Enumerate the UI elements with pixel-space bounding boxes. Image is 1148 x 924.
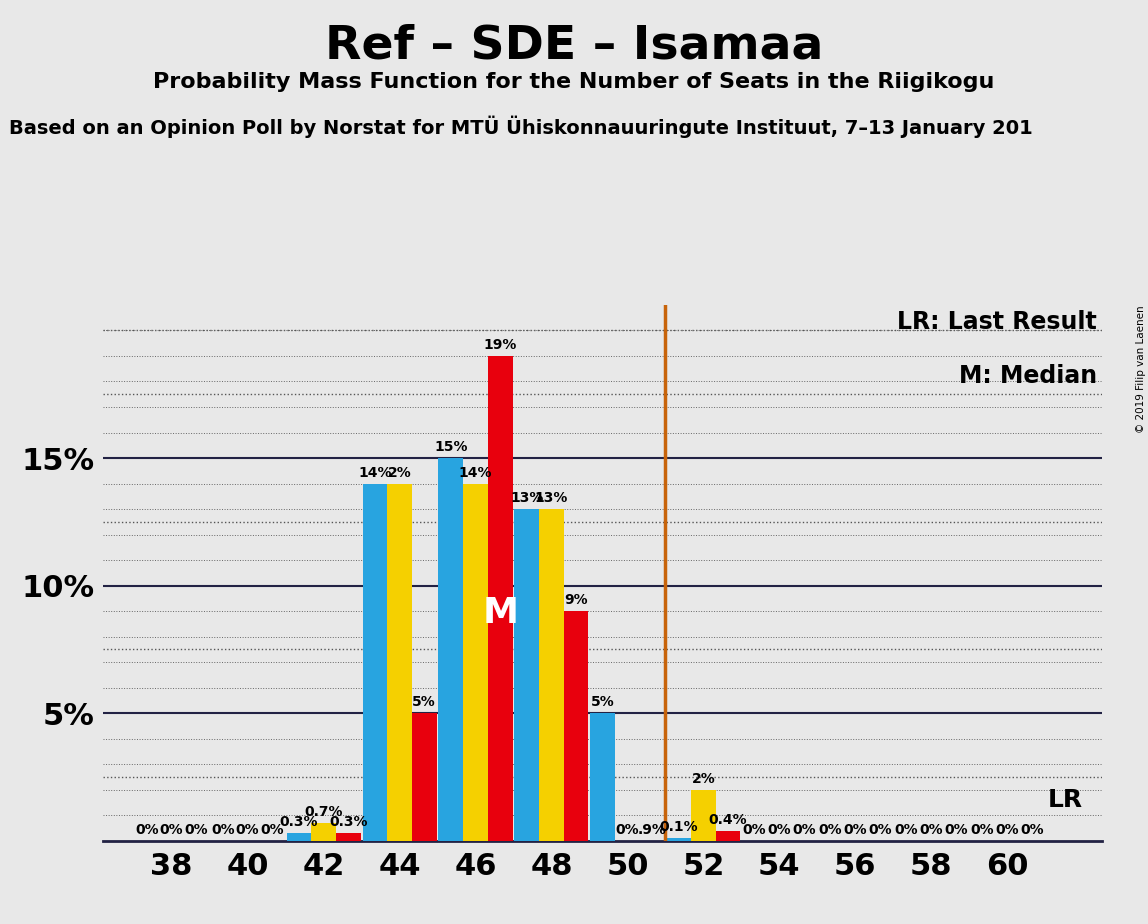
Text: 2%: 2%	[691, 772, 715, 786]
Text: 2%: 2%	[388, 466, 411, 480]
Text: 0%: 0%	[894, 823, 918, 837]
Text: 0%: 0%	[743, 823, 767, 837]
Text: 14%: 14%	[358, 466, 391, 480]
Text: 0%: 0%	[135, 823, 158, 837]
Text: 5%: 5%	[412, 696, 436, 710]
Text: 19%: 19%	[483, 338, 517, 352]
Bar	[412, 713, 436, 841]
Text: 0.1%: 0.1%	[659, 821, 698, 834]
Text: 0%: 0%	[235, 823, 259, 837]
Text: 0%: 0%	[868, 823, 892, 837]
Bar	[387, 483, 412, 841]
Text: 0.3%: 0.3%	[329, 815, 367, 830]
Bar	[463, 483, 488, 841]
Text: LR: Last Result: LR: Last Result	[898, 310, 1097, 334]
Text: 0%: 0%	[792, 823, 816, 837]
Bar	[311, 823, 336, 841]
Text: © 2019 Filip van Laenen: © 2019 Filip van Laenen	[1135, 306, 1146, 433]
Bar	[287, 833, 311, 841]
Text: 0%: 0%	[944, 823, 968, 837]
Text: 0%: 0%	[160, 823, 184, 837]
Text: 9%: 9%	[565, 593, 588, 607]
Bar	[488, 356, 512, 841]
Bar	[564, 611, 589, 841]
Text: 0%: 0%	[1021, 823, 1044, 837]
Text: 0%: 0%	[844, 823, 867, 837]
Text: LR: LR	[1048, 788, 1083, 812]
Bar	[336, 833, 360, 841]
Text: Based on an Opinion Poll by Norstat for MTÜ Ühiskonnauuringute Instituut, 7–13 J: Based on an Opinion Poll by Norstat for …	[9, 116, 1033, 138]
Bar	[666, 838, 691, 841]
Bar	[715, 831, 740, 841]
Text: 0.4%: 0.4%	[708, 813, 747, 827]
Text: 0%: 0%	[768, 823, 791, 837]
Bar	[363, 483, 387, 841]
Bar	[590, 713, 615, 841]
Text: 13%: 13%	[510, 492, 543, 505]
Text: 0%: 0%	[185, 823, 208, 837]
Text: 0%: 0%	[211, 823, 234, 837]
Bar	[514, 509, 540, 841]
Text: 15%: 15%	[434, 440, 467, 455]
Text: 0%: 0%	[819, 823, 843, 837]
Text: 0.7%: 0.7%	[304, 805, 343, 820]
Text: M: M	[482, 596, 518, 630]
Text: Ref – SDE – Isamaa: Ref – SDE – Isamaa	[325, 23, 823, 68]
Text: 0%: 0%	[615, 823, 639, 837]
Text: 0%: 0%	[971, 823, 994, 837]
Text: 13%: 13%	[535, 492, 568, 505]
Text: 0.3%: 0.3%	[280, 815, 318, 830]
Text: 0%: 0%	[261, 823, 284, 837]
Text: 14%: 14%	[459, 466, 492, 480]
Bar	[439, 458, 463, 841]
Text: 5%: 5%	[591, 696, 614, 710]
Text: 0%: 0%	[995, 823, 1019, 837]
Text: M: Median: M: Median	[959, 364, 1097, 388]
Text: .9%: .9%	[637, 823, 667, 837]
Text: 0%: 0%	[920, 823, 943, 837]
Bar	[691, 790, 715, 841]
Text: Probability Mass Function for the Number of Seats in the Riigikogu: Probability Mass Function for the Number…	[154, 72, 994, 92]
Bar	[540, 509, 564, 841]
